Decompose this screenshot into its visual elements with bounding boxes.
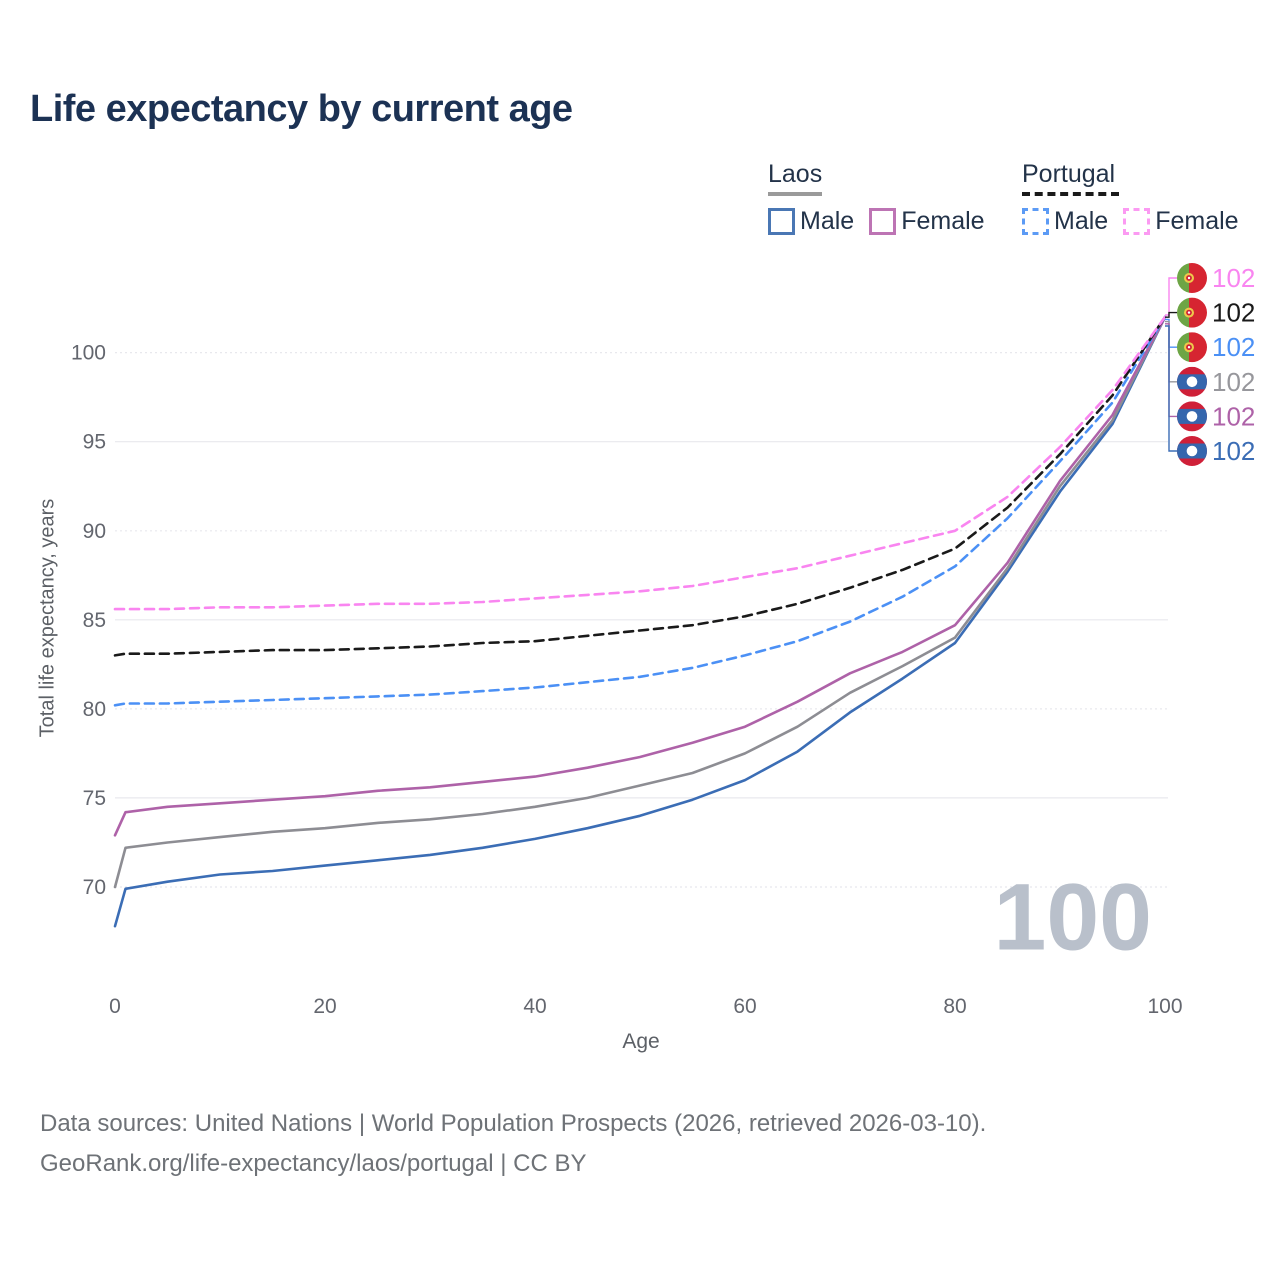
portugal-line-style-swatch — [1022, 192, 1119, 196]
end-value-label: 102 — [1212, 298, 1255, 328]
legend-swatch-portugal-male-icon[interactable] — [1022, 208, 1049, 235]
series-line-portugal-male[interactable] — [113, 315, 1167, 707]
leader-line — [1165, 320, 1177, 383]
end-value-label: 102 — [1212, 401, 1255, 431]
portugal-flag-icon — [1177, 332, 1207, 363]
leader-line — [1165, 325, 1177, 452]
current-age-indicator: 100 — [993, 864, 1152, 971]
series-line-laos-female[interactable] — [113, 315, 1167, 837]
y-tick-label: 95 — [83, 431, 106, 454]
portugal-flag-icon — [1177, 263, 1207, 293]
y-tick-label: 100 — [71, 342, 106, 365]
legend-item-laos-male[interactable]: Male — [800, 207, 855, 235]
x-axis-title: Age — [622, 1030, 660, 1053]
leader-line — [1165, 323, 1177, 418]
footer: Data sources: United Nations | World Pop… — [40, 1104, 986, 1184]
x-tick-label: 80 — [943, 995, 966, 1018]
y-tick-label: 70 — [83, 876, 106, 899]
footer-data-sources: Data sources: United Nations | World Pop… — [40, 1110, 987, 1137]
series-line-portugal-both[interactable] — [113, 315, 1167, 657]
x-tick-label: 0 — [109, 995, 121, 1018]
end-value-label: 102 — [1212, 436, 1255, 466]
page-title: Life expectancy by current age — [30, 88, 573, 130]
leader-line — [1165, 311, 1177, 318]
end-value-label: 102 — [1212, 367, 1255, 397]
series-line-laos-both[interactable] — [113, 315, 1167, 889]
y-tick-label: 90 — [83, 520, 106, 543]
end-value-label: 102 — [1212, 263, 1255, 293]
legend-swatch-laos-female-icon[interactable] — [869, 208, 897, 235]
x-tick-label: 100 — [1147, 995, 1182, 1018]
laos-flag-icon — [1177, 366, 1207, 397]
legend-group-portugal: Portugal Male Female — [1022, 160, 1254, 236]
portugal-flag-icon — [1177, 297, 1207, 328]
legend-country-laos: Laos — [768, 160, 823, 188]
laos-flag-icon — [1177, 436, 1207, 466]
end-value-label: 102 — [1212, 332, 1255, 362]
x-tick-label: 60 — [733, 995, 756, 1018]
legend-swatch-portugal-female-icon[interactable] — [1123, 208, 1151, 235]
y-tick-label: 75 — [83, 787, 106, 810]
footer-attribution: GeoRank.org/life-expectancy/laos/portuga… — [40, 1150, 587, 1177]
laos-line-style-swatch — [768, 192, 822, 196]
y-tick-label: 80 — [83, 698, 106, 721]
legend-item-portugal-male[interactable]: Male — [1054, 207, 1109, 235]
laos-flag-icon — [1177, 401, 1207, 432]
series-line-portugal-female[interactable] — [113, 315, 1167, 611]
legend-swatch-laos-male-icon[interactable] — [768, 208, 795, 235]
legend-item-laos-female[interactable]: Female — [901, 207, 985, 235]
y-tick-label: 85 — [83, 609, 106, 632]
chart-canvas[interactable]: 70 75 80 85 90 95 100 0 20 40 60 80 100 102 102 102 102 1… — [0, 0, 1280, 1080]
y-axis-title: Total life expectancy, years — [36, 498, 59, 738]
legend-country-portugal: Portugal — [1022, 160, 1116, 188]
legend-item-portugal-female[interactable]: Female — [1155, 207, 1239, 235]
legend-group-laos: Laos Male Female — [768, 160, 1000, 236]
leader-line — [1165, 277, 1177, 316]
x-tick-label: 40 — [523, 995, 546, 1018]
series-line-laos-male[interactable] — [113, 315, 1167, 928]
x-tick-label: 20 — [313, 995, 336, 1018]
